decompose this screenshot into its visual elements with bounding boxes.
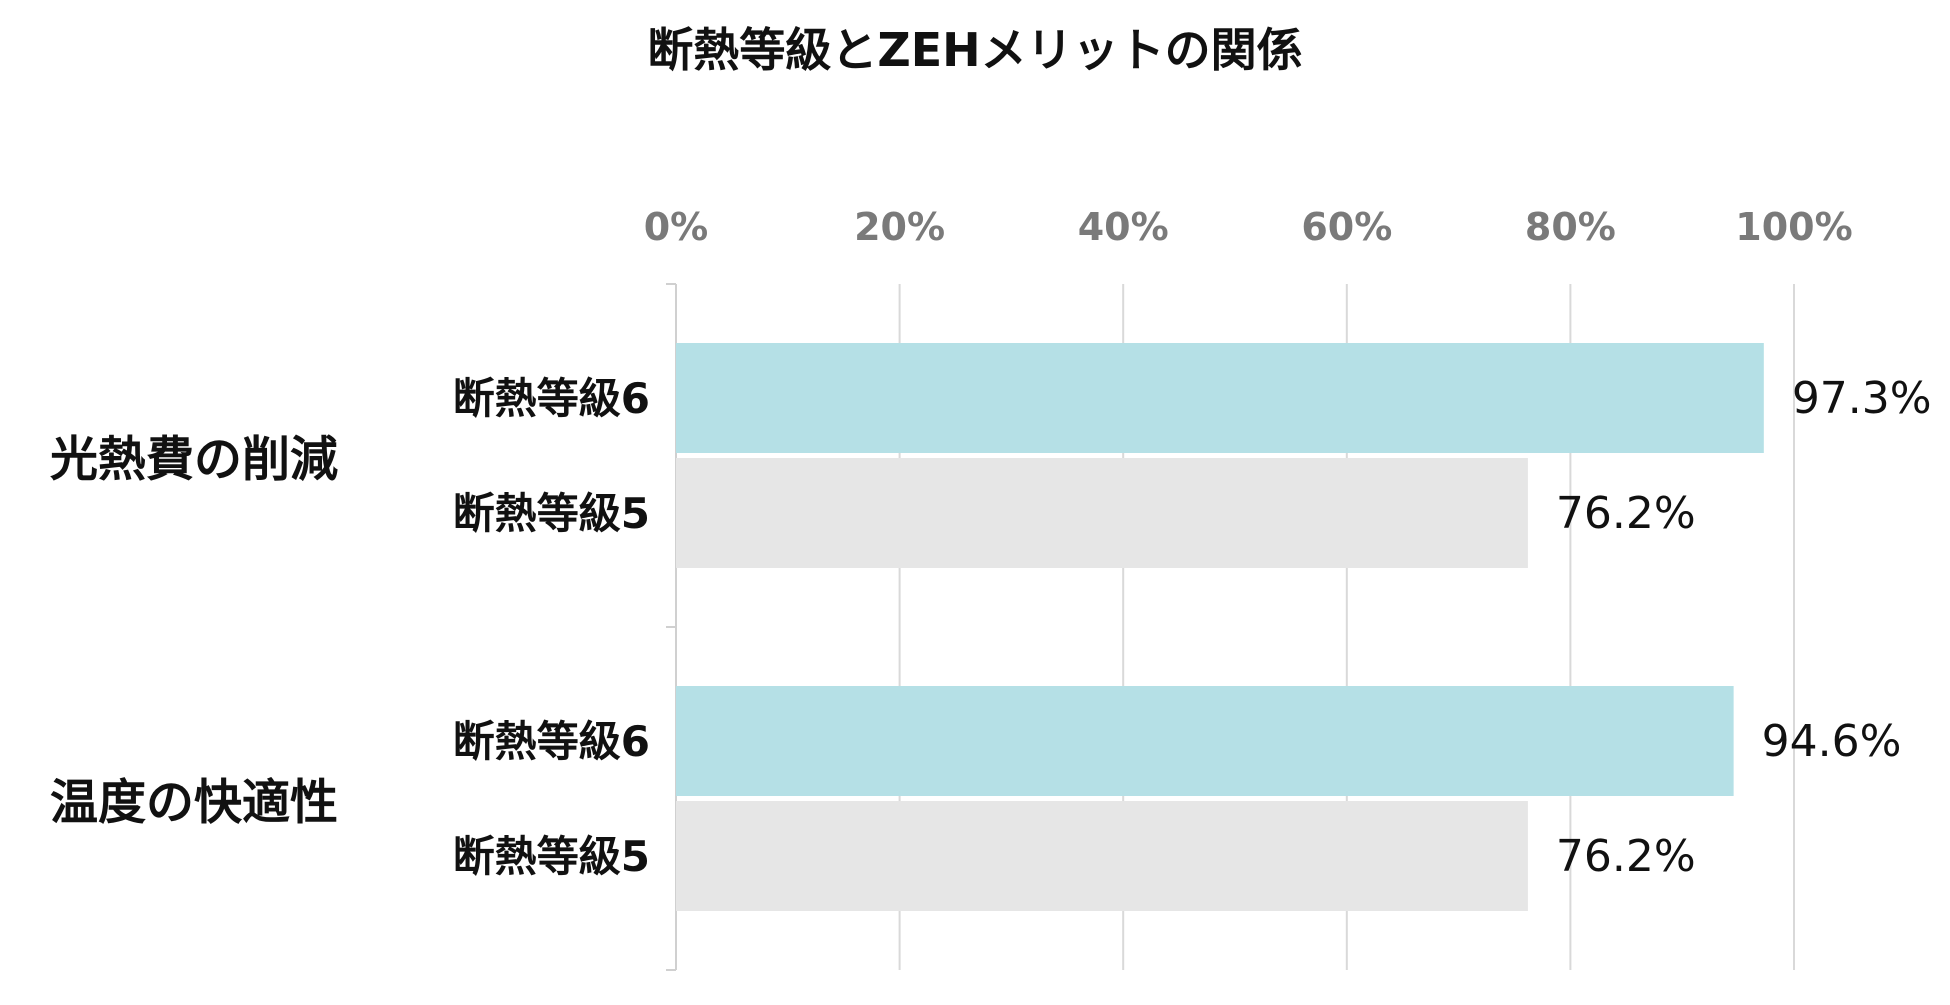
bar-category-label: 断熱等級6: [453, 374, 650, 423]
x-tick-label: 40%: [1078, 205, 1169, 249]
bar: [676, 458, 1528, 568]
x-tick-label: 60%: [1301, 205, 1392, 249]
data-label: 94.6%: [1762, 716, 1902, 767]
bar-category-label: 断熱等級6: [453, 717, 650, 766]
bar-category-label: 断熱等級5: [453, 489, 650, 538]
data-label: 97.3%: [1792, 373, 1932, 424]
x-tick-label: 80%: [1525, 205, 1616, 249]
x-tick-label: 20%: [854, 205, 945, 249]
data-label: 76.2%: [1556, 831, 1696, 882]
group-label: 温度の快適性: [50, 775, 338, 831]
bar: [676, 801, 1528, 911]
bar: [676, 343, 1764, 453]
x-tick-label: 0%: [644, 205, 709, 249]
bar: [676, 686, 1734, 796]
x-tick-label: 100%: [1735, 205, 1852, 249]
bar-category-label: 断熱等級5: [453, 832, 650, 881]
group-label: 光熱費の削減: [50, 432, 338, 488]
data-label: 76.2%: [1556, 488, 1696, 539]
chart-title: 断熱等級とZEHメリットの関係: [647, 23, 1303, 77]
